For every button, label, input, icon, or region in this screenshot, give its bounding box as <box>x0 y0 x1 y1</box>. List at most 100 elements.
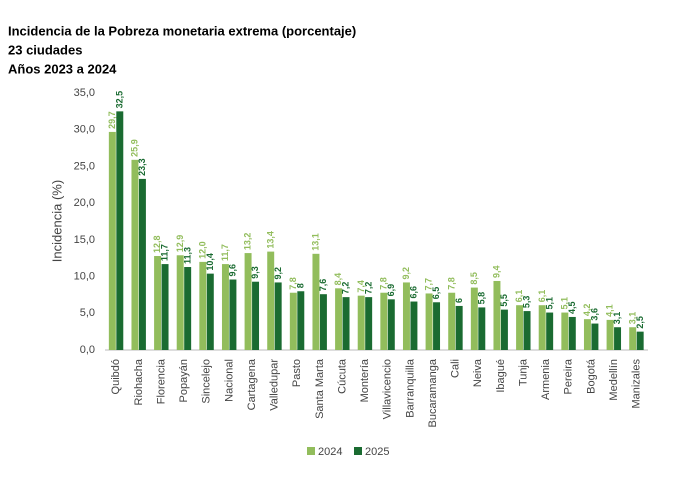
value-label: 12,9 <box>175 235 185 253</box>
x-tick-label: Riohacha <box>133 358 145 405</box>
x-tick-label: Cartagena <box>246 358 258 410</box>
value-label: 7,2 <box>363 282 373 295</box>
bar <box>380 292 388 350</box>
value-label: 6 <box>454 298 464 303</box>
value-label: 6,9 <box>386 284 396 297</box>
x-tick-label: Bucaramanga <box>427 358 439 427</box>
y-axis-label: Incidencia (%) <box>49 180 64 262</box>
bar <box>131 159 139 350</box>
bar <box>455 305 463 350</box>
bar <box>199 261 207 350</box>
bar <box>289 292 297 350</box>
value-label: 7,8 <box>288 277 298 290</box>
bar <box>433 302 441 350</box>
x-tick-label: Florencia <box>155 358 167 404</box>
bar <box>252 281 260 350</box>
value-label: 32,5 <box>114 91 124 109</box>
value-label: 11,7 <box>220 244 230 261</box>
chart-subtitle: Años 2023 a 2024 <box>8 61 117 76</box>
x-tick-label: Valledupar <box>269 359 281 411</box>
value-label: 10,4 <box>205 253 215 271</box>
bar <box>365 297 373 350</box>
bar <box>138 178 146 350</box>
x-tick-label: Santa Marta <box>314 358 326 419</box>
value-label: 4,5 <box>567 301 577 314</box>
bar <box>221 264 229 350</box>
bar <box>629 327 637 350</box>
value-label: 13,1 <box>311 233 321 251</box>
x-tick-label: Nacional <box>223 359 235 402</box>
value-label: 3,1 <box>612 312 622 325</box>
value-label: 5,5 <box>499 294 509 307</box>
value-label: 7,8 <box>378 277 388 290</box>
value-label: 13,4 <box>265 231 275 249</box>
y-tick-label: 0,0 <box>80 344 95 356</box>
bar <box>606 319 614 350</box>
bar <box>402 282 410 350</box>
x-tick-label: Neiva <box>472 358 484 387</box>
value-label: 5,3 <box>522 296 532 309</box>
bar <box>184 267 192 350</box>
value-label: 6,5 <box>431 287 441 300</box>
bar <box>312 253 320 350</box>
x-tick-label: Armenia <box>540 358 552 400</box>
bar <box>206 273 214 350</box>
y-tick-label: 25,0 <box>74 160 95 172</box>
value-label: 6,1 <box>537 290 547 303</box>
bar <box>342 297 350 350</box>
value-label: 9,3 <box>250 266 260 279</box>
value-label: 8,5 <box>469 272 479 285</box>
bar <box>335 288 343 350</box>
value-label: 13,2 <box>243 233 253 251</box>
value-label: 11,3 <box>182 247 192 264</box>
bar <box>538 305 546 350</box>
bar <box>546 312 554 350</box>
x-tick-label: Pasto <box>291 359 303 387</box>
bar <box>568 316 576 350</box>
value-label: 9,2 <box>401 267 411 280</box>
bar <box>116 111 124 350</box>
value-label: 12,8 <box>152 235 162 253</box>
bar <box>267 251 275 350</box>
value-label: 9,4 <box>492 265 502 278</box>
bar <box>614 327 622 350</box>
chart-title: Incidencia de la Pobreza monetaria extre… <box>8 23 356 38</box>
x-tick-label: Manizales <box>631 359 643 409</box>
bar <box>154 256 162 350</box>
y-tick-label: 20,0 <box>74 197 95 209</box>
value-label: 25,9 <box>130 139 140 157</box>
x-tick-label: Popayán <box>178 359 190 402</box>
x-tick-label: Villavicencio <box>382 359 394 419</box>
bar <box>319 294 327 350</box>
legend-swatch <box>307 447 315 455</box>
bar <box>523 311 531 350</box>
value-label: 12,0 <box>197 241 207 259</box>
x-tick-label: Medellín <box>608 359 620 401</box>
bar <box>410 301 418 350</box>
y-tick-label: 30,0 <box>74 124 95 136</box>
bar <box>229 279 237 350</box>
bar <box>244 253 252 350</box>
value-label: 29,7 <box>107 111 117 129</box>
value-label: 7,4 <box>356 280 366 293</box>
bar <box>387 299 395 350</box>
value-label: 8 <box>295 283 305 288</box>
y-tick-label: 35,0 <box>74 87 95 99</box>
value-label: 6,6 <box>409 286 419 299</box>
value-label: 4,1 <box>605 304 615 317</box>
value-label: 9,2 <box>273 267 283 280</box>
value-label: 6,1 <box>514 290 524 303</box>
value-label: 7,6 <box>318 279 328 292</box>
x-tick-label: Cúcuta <box>336 358 348 394</box>
bar <box>357 295 365 350</box>
x-tick-label: Pereira <box>563 358 575 394</box>
x-tick-label: Quibdó <box>110 359 122 394</box>
bar <box>561 312 569 350</box>
y-tick-label: 15,0 <box>74 234 95 246</box>
value-label: 9,6 <box>228 264 238 277</box>
value-label: 3,6 <box>590 308 600 321</box>
x-tick-label: Barranquilla <box>404 358 416 418</box>
y-tick-label: 5,0 <box>80 307 95 319</box>
bar <box>297 291 305 350</box>
value-label: 5,1 <box>544 297 554 310</box>
